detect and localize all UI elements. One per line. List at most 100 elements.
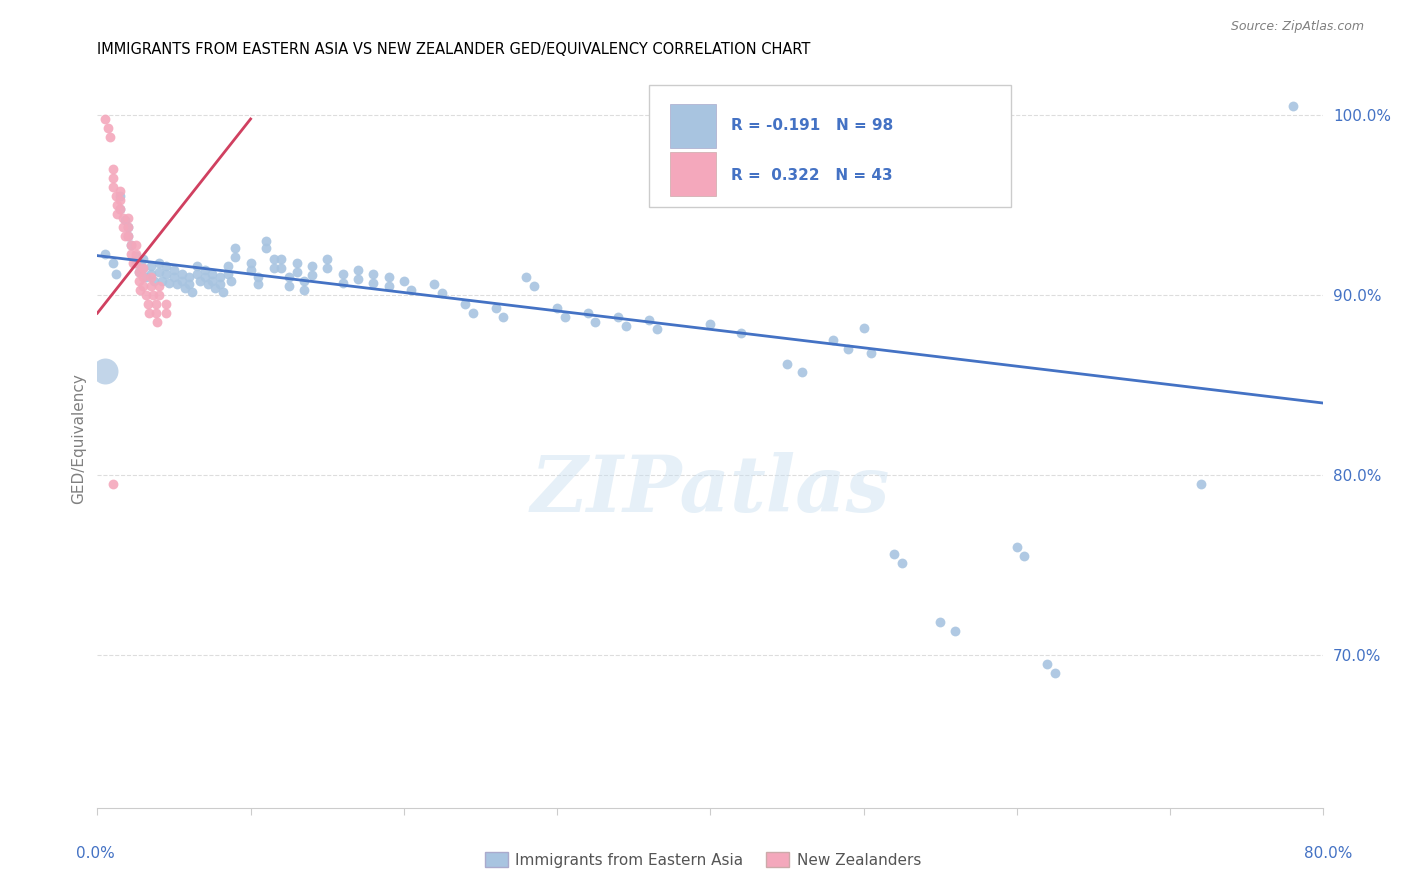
- Point: [136, 297, 159, 311]
- Text: ZIPatlas: ZIPatlas: [530, 452, 890, 529]
- Point: [148, 288, 170, 302]
- Point: [150, 274, 173, 288]
- Point: [270, 252, 292, 267]
- Point: [148, 279, 170, 293]
- Point: [139, 279, 162, 293]
- Point: [155, 267, 177, 281]
- Point: [104, 267, 127, 281]
- Text: Source: ZipAtlas.com: Source: ZipAtlas.com: [1230, 20, 1364, 33]
- Point: [401, 283, 423, 297]
- Point: [139, 267, 162, 281]
- Point: [139, 260, 162, 274]
- Point: [776, 357, 799, 371]
- Point: [929, 615, 952, 630]
- Point: [1005, 540, 1028, 554]
- Point: [821, 333, 844, 347]
- Point: [105, 207, 128, 221]
- Point: [392, 274, 415, 288]
- Point: [155, 260, 177, 274]
- Point: [219, 274, 242, 288]
- FancyBboxPatch shape: [669, 152, 717, 195]
- Point: [212, 285, 235, 299]
- Point: [155, 297, 177, 311]
- Text: 80.0%: 80.0%: [1305, 846, 1353, 861]
- Point: [132, 270, 155, 285]
- Point: [114, 212, 136, 227]
- Point: [94, 247, 117, 261]
- Point: [1043, 665, 1066, 680]
- Point: [101, 171, 124, 186]
- Point: [607, 310, 630, 324]
- Point: [254, 242, 277, 256]
- Point: [554, 310, 576, 324]
- Point: [101, 256, 124, 270]
- Point: [860, 345, 883, 359]
- Text: IMMIGRANTS FROM EASTERN ASIA VS NEW ZEALANDER GED/EQUIVALENCY CORRELATION CHART: IMMIGRANTS FROM EASTERN ASIA VS NEW ZEAL…: [97, 42, 811, 57]
- Point: [105, 198, 128, 212]
- Point: [145, 297, 167, 311]
- Point: [146, 315, 169, 329]
- Point: [645, 322, 668, 336]
- Point: [361, 267, 384, 281]
- Point: [239, 263, 262, 277]
- Point: [97, 120, 120, 135]
- Point: [194, 263, 217, 277]
- Point: [124, 249, 146, 263]
- Point: [883, 547, 905, 561]
- Point: [377, 279, 399, 293]
- Point: [129, 283, 152, 297]
- Point: [139, 270, 162, 285]
- Point: [208, 277, 231, 292]
- Point: [114, 228, 136, 243]
- Point: [454, 297, 477, 311]
- Point: [179, 277, 201, 292]
- Point: [186, 260, 208, 274]
- Point: [204, 281, 226, 295]
- Point: [201, 267, 224, 281]
- Point: [1014, 549, 1036, 563]
- Point: [277, 270, 299, 285]
- Point: [124, 256, 146, 270]
- Point: [730, 326, 752, 340]
- Point: [247, 277, 270, 292]
- Point: [110, 202, 132, 216]
- Point: [120, 237, 142, 252]
- Point: [247, 270, 270, 285]
- Point: [112, 211, 135, 225]
- Point: [145, 306, 167, 320]
- Point: [638, 313, 661, 327]
- Point: [224, 242, 246, 256]
- Point: [110, 184, 132, 198]
- Point: [217, 260, 239, 274]
- Text: R =  0.322   N = 43: R = 0.322 N = 43: [731, 168, 893, 183]
- Point: [101, 477, 124, 491]
- Point: [1036, 657, 1059, 671]
- Point: [1189, 477, 1212, 491]
- Point: [492, 310, 515, 324]
- Point: [430, 286, 453, 301]
- Point: [852, 320, 875, 334]
- Point: [117, 228, 139, 243]
- Point: [157, 276, 180, 290]
- Point: [128, 265, 150, 279]
- Point: [523, 279, 546, 293]
- Point: [179, 270, 201, 285]
- Point: [181, 285, 204, 299]
- Point: [699, 317, 721, 331]
- Point: [277, 279, 299, 293]
- Point: [1281, 99, 1303, 113]
- Point: [135, 288, 157, 302]
- Point: [377, 270, 399, 285]
- Point: [197, 277, 219, 292]
- Text: R = -0.191   N = 98: R = -0.191 N = 98: [731, 119, 893, 133]
- Point: [135, 270, 157, 285]
- Text: 0.0%: 0.0%: [76, 846, 115, 861]
- Point: [316, 261, 339, 276]
- Point: [263, 261, 285, 276]
- Point: [347, 272, 370, 286]
- Point: [138, 306, 160, 320]
- Point: [148, 265, 170, 279]
- Point: [224, 251, 246, 265]
- Point: [332, 267, 354, 281]
- Point: [163, 263, 186, 277]
